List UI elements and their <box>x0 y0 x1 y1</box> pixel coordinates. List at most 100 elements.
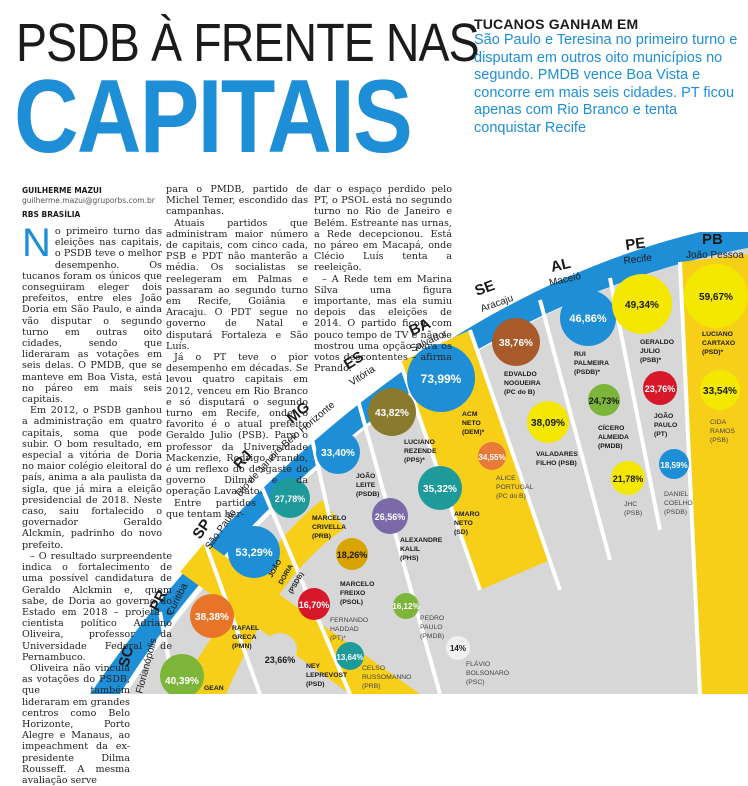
circle-pedropaulo <box>393 593 419 619</box>
author: GUILHERME MAZUI <box>22 186 102 195</box>
city-recife: Recife <box>623 253 653 267</box>
name-amaro-2: NETO <box>454 520 473 527</box>
name-rui-3: (PSDB)* <box>574 369 600 376</box>
name-russo-1: CELSO <box>362 665 385 672</box>
name-cida-1: CIDA <box>710 419 727 426</box>
author-email[interactable]: guilherme.mazui@gruporbs.com.br <box>22 196 155 205</box>
name-haddad-3: (PT)* <box>330 635 346 642</box>
name-geraldo-2: JULIO <box>640 348 660 355</box>
circle-cida <box>700 370 740 410</box>
article-col3: dar o espaço perdido pelo PT, o PSOL est… <box>314 184 452 374</box>
name-alice-2: PORTUGAL <box>496 484 533 491</box>
sidebar-heading: TUCANOS GANHAM EM <box>474 16 639 32</box>
name-ney-2: LEPREVOST <box>306 672 348 679</box>
pct-greca: 38,38% <box>195 612 229 623</box>
pct-doria: 53,29% <box>235 547 273 559</box>
name-pedro-1: PEDRO <box>420 615 444 622</box>
name-bolso-2: BOLSONARO <box>466 670 509 677</box>
name-rezende-2: REZENDE <box>404 448 437 455</box>
name-greca-1: RAFAEL <box>232 625 259 632</box>
name-leite-3: (PSDB) <box>356 491 379 498</box>
state-al: AL <box>549 255 572 276</box>
name-gean: GEAN <box>204 685 224 692</box>
bureau: RBS BRASÍLIA <box>22 210 81 219</box>
name-rezende-3: (PPS)* <box>404 457 425 464</box>
name-rui-2: PALMEIRA <box>574 360 609 367</box>
pct-cida: 33,54% <box>703 386 737 397</box>
col1-para4: Oliveira não vincula as votações do PSDB… <box>22 662 130 786</box>
candidate-circles: 40,39% GEAN 38,38% RAFAEL GRECA (PMN) 23… <box>160 264 748 694</box>
circle-crivella <box>270 478 310 518</box>
pct-haddad: 16,70% <box>299 600 330 610</box>
name-jhc-2: (PSB) <box>624 510 642 517</box>
name-kalil-1: ALEXANDRE <box>400 537 443 544</box>
name-rezende-1: LUCIANO <box>404 439 435 446</box>
name-cicero-1: CÍCERO <box>598 423 624 432</box>
circle-freixo <box>336 538 368 570</box>
name-greca-2: GRECA <box>232 634 257 641</box>
pct-bolsonaro: 14% <box>450 644 466 653</box>
name-kalil-3: (PHS) <box>400 555 419 562</box>
circle-haddad <box>298 588 330 620</box>
name-cartaxo-1: LUCIANO <box>702 331 733 338</box>
name-freixo-1: MARCELO <box>340 581 374 588</box>
pct-jhc: 21,78% <box>613 474 644 484</box>
state-sc: SC <box>115 644 137 669</box>
name-daniel-3: (PSDB) <box>664 509 687 516</box>
circle-alice <box>478 442 506 470</box>
name-cartaxo-2: CARTAXO <box>702 340 735 347</box>
name-daniel-1: DANIEL <box>664 491 689 498</box>
name-ney-1: NEY <box>306 663 320 670</box>
name-alice-3: (PC do B) <box>496 493 526 500</box>
name-cartaxo-3: (PSD)* <box>702 349 724 356</box>
circle-jhc <box>611 461 645 495</box>
circle-joaoleite <box>316 430 360 474</box>
name-ney-3: (PSD) <box>306 681 325 688</box>
circle-rui <box>560 290 616 346</box>
name-russo-2: RUSSOMANNO <box>362 674 411 681</box>
name-jhc-1: JHC <box>624 501 637 508</box>
pct-geraldo: 49,34% <box>625 300 659 311</box>
circle-amaro <box>418 466 462 510</box>
pct-acm: 73,99% <box>421 372 462 386</box>
pct-gean: 40,39% <box>165 676 199 687</box>
name-edvaldo-3: (PC do B) <box>504 389 535 396</box>
name-freixo-3: (PSOL) <box>340 599 363 606</box>
name-bolso-1: FLÁVIO <box>466 659 490 668</box>
name-crivella-2: CRIVELLA <box>312 524 346 531</box>
name-amaro-1: AMARO <box>454 511 480 518</box>
name-crivella-3: (PRB) <box>312 533 331 540</box>
name-daniel-2: COELHO <box>664 500 693 507</box>
pct-crivella: 27,78% <box>275 494 306 504</box>
pct-amaro: 35,32% <box>423 484 457 495</box>
name-acm-3: (DEM)* <box>462 429 485 436</box>
circle-valadares <box>527 401 569 443</box>
pct-daniel: 18,59% <box>660 461 687 470</box>
col1-para3: – O resultado surpreendente indica o for… <box>22 550 172 663</box>
state-pe: PE <box>624 235 646 254</box>
pct-cartaxo: 59,67% <box>699 292 733 303</box>
sidebar-text: São Paulo e Teresina no primeiro turno e… <box>474 32 738 136</box>
pct-ney: 23,66% <box>265 655 296 665</box>
pct-joaopaulo: 23,76% <box>645 384 676 394</box>
headline-line1: PSDB À FRENTE NAS <box>16 13 480 73</box>
circle-cartaxo <box>684 264 748 328</box>
pct-cicero: 24,73% <box>589 396 620 406</box>
name-alice-1: ALICE <box>496 475 516 482</box>
results-graphic: SC Florianópolis PR Curitiba SP São Paul… <box>90 231 748 694</box>
dropcap: N <box>22 221 51 265</box>
name-valadares-1: VALADARES <box>536 451 578 458</box>
article-col2: para o PMDB, partido de Michel Temer, es… <box>166 184 308 520</box>
col1-para2: Em 2012, o PSDB ganhou a administração e… <box>22 405 162 551</box>
circle-doria <box>228 526 280 578</box>
name-greca-3: (PMN) <box>232 643 252 650</box>
name-crivella-1: MARCELO <box>312 515 346 522</box>
circle-daniel <box>659 449 689 479</box>
name-jp-3: (PT) <box>654 431 667 438</box>
col2-para2: Atuais partidos que administram maior nú… <box>166 217 308 352</box>
name-edvaldo-2: NOGUEIRA <box>504 380 541 387</box>
name-russo-3: (PRB) <box>362 683 381 690</box>
pct-rezende: 43,82% <box>375 408 409 419</box>
circle-joaopaulo <box>643 371 677 405</box>
